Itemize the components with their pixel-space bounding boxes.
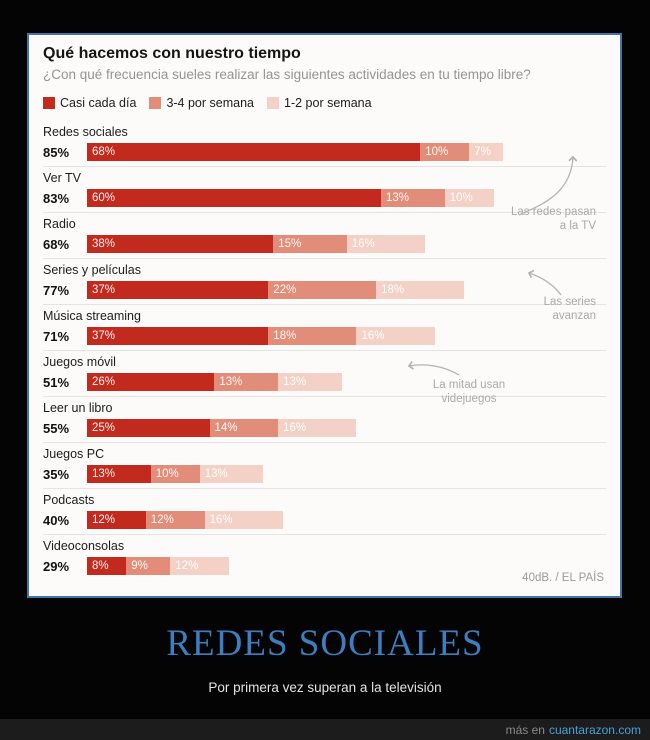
bar-row: Leer un libro 55% 25% 14% 16% [43, 396, 606, 442]
bar-row: Juegos móvil 51% 26% 13% 13% [43, 350, 606, 396]
row-total-value: 71% [43, 328, 70, 344]
bar-segment: 13% [87, 465, 151, 483]
bar-segment: 12% [87, 511, 146, 529]
bar-row: Series y películas 77% 37% 22% 18% [43, 258, 606, 304]
bar-segment: 38% [87, 235, 274, 253]
legend-item: Casi cada día [43, 96, 136, 110]
row-category-label: Redes sociales [43, 125, 128, 139]
bar-rows: Redes sociales 85% 68% 10% 7% Ver TV 83% 60% 13%… [43, 121, 606, 580]
chart-source: 40dB. / EL PAÍS [522, 572, 604, 584]
annotation-redes: Las redes pasan a la TV [510, 206, 596, 232]
bar-segment: 14% [209, 419, 279, 437]
bar-track: 25% 14% 16% [87, 419, 606, 437]
chart-card: Qué hacemos con nuestro tiempo ¿Con qué … [27, 33, 622, 598]
poster-subtitle: Por primera vez superan a la televisión [208, 680, 442, 695]
bar-segment: 16% [346, 235, 426, 253]
row-total-value: 77% [43, 282, 70, 298]
row-category-label: Videoconsolas [43, 539, 125, 553]
row-total-value: 40% [43, 512, 70, 528]
legend-label: 1-2 por semana [284, 96, 372, 110]
bar-track: 60% 13% 10% [87, 189, 606, 207]
row-category-label: Ver TV [43, 171, 81, 185]
row-total-value: 85% [43, 144, 70, 160]
bar-segment: 12% [170, 557, 230, 575]
bar-track: 68% 10% 7% [87, 143, 606, 161]
row-category-label: Juegos PC [43, 447, 105, 461]
bar-segment: 10% [420, 143, 470, 161]
legend-item: 1-2 por semana [267, 96, 372, 110]
bar-segment: 12% [145, 511, 205, 529]
bar-track: 37% 22% 18% [87, 281, 606, 299]
row-total-value: 68% [43, 236, 70, 252]
row-category-label: Series y películas [43, 263, 141, 277]
row-category-label: Música streaming [43, 309, 141, 323]
annotation-series: Las series avanzan [543, 296, 596, 322]
bar-row: Videoconsolas 29% 8% 9% 12% [43, 534, 606, 580]
bar-segment: 13% [381, 189, 445, 207]
row-category-label: Leer un libro [43, 401, 113, 415]
legend-label: Casi cada día [60, 96, 137, 110]
legend-swatch-icon [267, 97, 279, 109]
bar-segment: 16% [204, 511, 283, 529]
legend-swatch-icon [43, 97, 55, 109]
bar-segment: 37% [87, 327, 269, 345]
bar-track: 8% 9% 12% [87, 557, 606, 575]
poster-title: REDES SOCIALES [166, 623, 484, 664]
row-total-value: 35% [43, 466, 70, 482]
chart-subtitle: ¿Con qué frecuencia sueles realizar las … [43, 67, 531, 82]
bar-track: 38% 15% 16% [87, 235, 606, 253]
chart-legend: Casi cada día 3-4 por semana 1-2 por seman… [43, 96, 606, 110]
bar-row: Radio 68% 38% 15% 16% [43, 212, 606, 258]
bar-track: 12% 12% 16% [87, 511, 606, 529]
bar-segment: 13% [199, 465, 264, 483]
bar-segment: 60% [87, 189, 381, 207]
bar-segment: 16% [278, 419, 357, 437]
row-category-label: Juegos móvil [43, 355, 116, 369]
legend-swatch-icon [149, 97, 162, 109]
row-category-label: Podcasts [43, 493, 95, 507]
bar-segment: 7% [469, 143, 504, 161]
row-total-value: 55% [43, 420, 70, 436]
bar-segment: 22% [268, 281, 377, 299]
bar-segment: 18% [268, 327, 357, 345]
bar-segment: 8% [87, 557, 127, 575]
bar-row: Juegos PC 35% 13% 10% 13% [43, 442, 606, 488]
bar-row: Podcasts 40% 12% 12% 16% [43, 488, 606, 534]
bar-segment: 13% [278, 373, 342, 391]
bar-segment: 25% [87, 419, 210, 437]
legend-item: 3-4 por semana [149, 96, 254, 110]
footer-site-link[interactable]: cuantarazon.com [548, 722, 641, 737]
bar-track: 37% 18% 16% [87, 327, 606, 345]
bar-row: Ver TV 83% 60% 13% 10% [43, 166, 606, 212]
legend-label: 3-4 por semana [166, 96, 254, 110]
row-category-label: Radio [43, 217, 76, 231]
row-total-value: 83% [43, 190, 70, 206]
bar-segment: 68% [87, 143, 421, 161]
annotation-videojuegos: La mitad usan videjuegos [432, 379, 506, 405]
footer-prefix: más en [505, 722, 545, 737]
bar-segment: 37% [87, 281, 269, 299]
bar-track: 26% 13% 13% [87, 373, 606, 391]
bar-segment: 10% [150, 465, 200, 483]
bar-segment: 9% [126, 557, 171, 575]
bar-segment: 10% [444, 189, 494, 207]
bar-row: Redes sociales 85% 68% 10% 7% [43, 121, 606, 166]
bar-segment: 18% [376, 281, 465, 299]
bar-segment: 26% [87, 373, 215, 391]
row-total-value: 51% [43, 374, 70, 390]
bar-segment: 16% [356, 327, 435, 345]
bar-track: 13% 10% 13% [87, 465, 606, 483]
bar-row: Música streaming 71% 37% 18% 16% [43, 304, 606, 350]
bar-segment: 13% [214, 373, 279, 391]
chart-title: Qué hacemos con nuestro tiempo [43, 45, 301, 62]
row-total-value: 29% [43, 558, 70, 574]
bar-segment: 15% [273, 235, 347, 253]
footer-bar: más en cuantarazon.com [0, 719, 650, 740]
